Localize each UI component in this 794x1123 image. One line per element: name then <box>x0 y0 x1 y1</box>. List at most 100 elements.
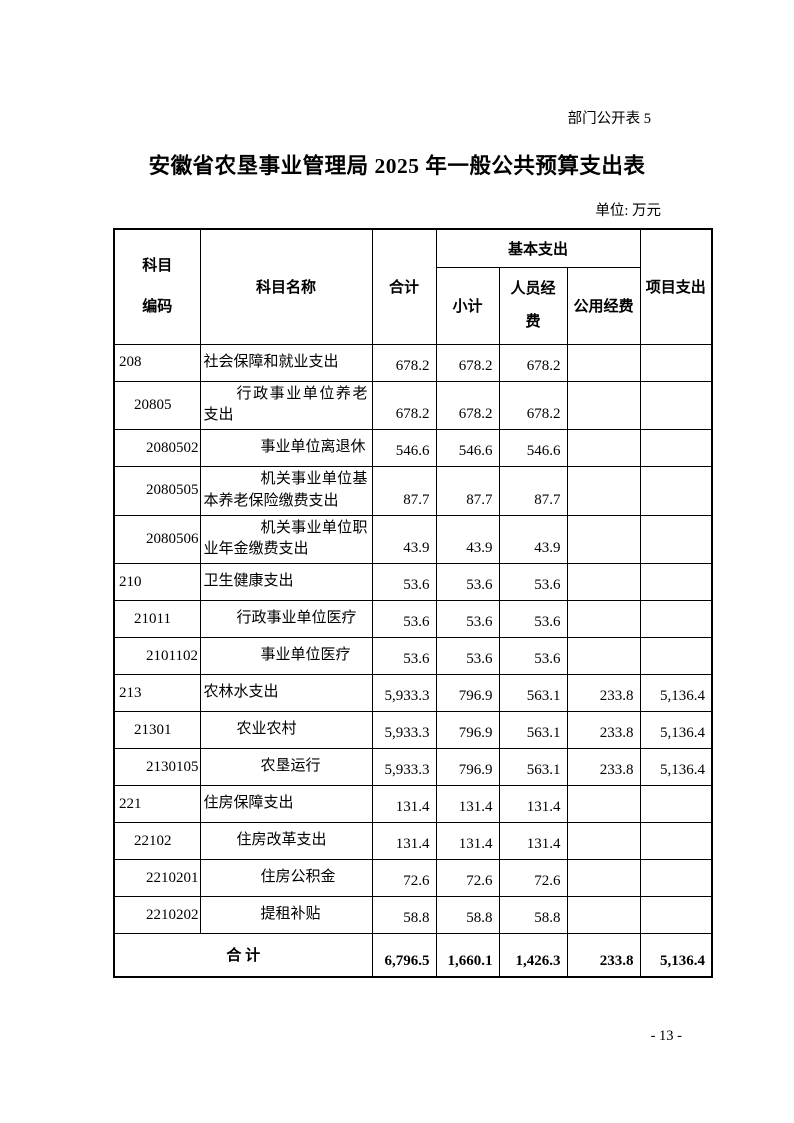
subject-name: 住房保障支出 <box>199 785 373 823</box>
total-cell: 53.6 <box>371 600 437 638</box>
total-cell: 53.6 <box>371 637 437 675</box>
corner-note: 部门公开表 5 <box>567 111 651 127</box>
subject-code: 208 <box>113 343 201 382</box>
total-cell: 546.6 <box>371 429 437 467</box>
public-cell: 233.8 <box>566 748 641 786</box>
project-cell <box>639 514 713 564</box>
table-row: 2210201 住房公积金 72.6 72.6 72.6 <box>113 859 713 897</box>
header-subject-name: 科目名称 <box>199 228 373 345</box>
subtotal-cell: 1,660.1 <box>435 933 500 977</box>
personnel-cell: 1,426.3 <box>498 933 568 977</box>
header-subtotal: 小计 <box>435 266 500 345</box>
personnel-cell: 131.4 <box>498 822 568 860</box>
project-cell <box>639 429 713 467</box>
personnel-cell: 678.2 <box>498 380 568 430</box>
project-cell <box>639 380 713 430</box>
total-cell: 5,933.3 <box>371 711 437 749</box>
personnel-cell: 72.6 <box>498 859 568 897</box>
subject-code: 2101102 <box>113 637 201 675</box>
page-title: 安徽省农垦事业管理局 2025 年一般公共预算支出表 <box>148 154 646 178</box>
table-row: 20805 行政事业单位养老支出 678.2 678.2 678.2 <box>113 380 713 430</box>
page-number: - 13 - <box>650 1028 682 1044</box>
subject-name: 行政事业单位养老支出 <box>199 380 373 430</box>
header-row-2: 小计 人员经费 公用经费 <box>114 266 712 345</box>
public-cell <box>566 637 641 675</box>
public-cell <box>566 785 641 823</box>
table-row: 213 农林水支出 5,933.3 796.9 563.1 233.8 5,13… <box>113 674 713 712</box>
total-cell: 131.4 <box>371 785 437 823</box>
table-row: 2210202 提租补贴 58.8 58.8 58.8 <box>113 896 713 934</box>
project-cell <box>639 343 713 382</box>
header-row-1: 科目 编码 科目名称 合计 基本支出 项目支出 <box>113 228 713 345</box>
budget-table: 科目 编码 科目名称 合计 基本支出 项目支出 小计 人员经费 公用经费 208… <box>113 228 714 978</box>
project-cell: 5,136.4 <box>639 711 713 749</box>
personnel-cell: 678.2 <box>498 343 568 382</box>
personnel-cell: 87.7 <box>498 466 568 516</box>
subject-name: 农垦运行 <box>199 748 373 786</box>
header-subject-code: 科目 编码 <box>113 228 201 345</box>
public-cell <box>566 466 641 516</box>
table-row: 2080505 机关事业单位基本养老保险缴费支出 87.7 87.7 87.7 <box>113 466 713 516</box>
subject-code: 21011 <box>113 600 201 638</box>
table-row: 210 卫生健康支出 53.6 53.6 53.6 <box>113 563 713 601</box>
subject-name: 农林水支出 <box>199 674 373 712</box>
subtotal-cell: 678.2 <box>435 343 500 382</box>
subject-code: 20805 <box>113 380 201 430</box>
project-cell <box>639 600 713 638</box>
subtotal-cell: 546.6 <box>435 429 500 467</box>
personnel-cell: 563.1 <box>498 711 568 749</box>
table-row: 208 社会保障和就业支出 678.2 678.2 678.2 <box>113 343 713 382</box>
subject-name: 社会保障和就业支出 <box>199 343 373 382</box>
header-basic-expenditure: 基本支出 <box>435 228 641 268</box>
subtotal-cell: 796.9 <box>435 748 500 786</box>
subtotal-cell: 87.7 <box>435 466 500 516</box>
public-cell <box>566 822 641 860</box>
total-cell: 5,933.3 <box>371 748 437 786</box>
personnel-cell: 58.8 <box>498 896 568 934</box>
header-personnel-funds-text: 人员经费 <box>510 280 556 330</box>
subject-name: 行政事业单位医疗 <box>199 600 373 638</box>
public-cell <box>566 343 641 382</box>
subject-name: 机关事业单位职业年金缴费支出 <box>199 514 373 564</box>
subject-name: 住房改革支出 <box>199 822 373 860</box>
project-cell: 5,136.4 <box>639 674 713 712</box>
project-cell <box>639 785 713 823</box>
personnel-cell: 563.1 <box>498 674 568 712</box>
total-cell: 5,933.3 <box>371 674 437 712</box>
header-total: 合计 <box>371 228 437 345</box>
subject-code: 221 <box>113 785 201 823</box>
total-cell: 131.4 <box>371 822 437 860</box>
subject-name: 农业农村 <box>199 711 373 749</box>
table-row: 221 住房保障支出 131.4 131.4 131.4 <box>113 785 713 823</box>
project-cell <box>639 859 713 897</box>
project-cell <box>639 466 713 516</box>
header-public-funds: 公用经费 <box>566 266 641 345</box>
subtotal-cell: 53.6 <box>435 637 500 675</box>
personnel-cell: 53.6 <box>498 563 568 601</box>
subject-name: 住房公积金 <box>199 859 373 897</box>
public-cell <box>566 380 641 430</box>
subject-code: 2080502 <box>113 429 201 467</box>
public-cell: 233.8 <box>566 711 641 749</box>
public-cell <box>566 514 641 564</box>
public-cell: 233.8 <box>566 674 641 712</box>
project-cell <box>639 896 713 934</box>
header-project-expenditure: 项目支出 <box>639 228 713 345</box>
total-cell: 678.2 <box>371 380 437 430</box>
personnel-cell: 43.9 <box>498 514 568 564</box>
project-cell <box>639 563 713 601</box>
subject-code: 2080505 <box>113 466 201 516</box>
public-cell <box>566 429 641 467</box>
subject-code: 2080506 <box>113 514 201 564</box>
personnel-cell: 53.6 <box>498 637 568 675</box>
subject-code: 210 <box>113 563 201 601</box>
subject-code: 213 <box>113 674 201 712</box>
subtotal-cell: 72.6 <box>435 859 500 897</box>
subtotal-cell: 53.6 <box>435 563 500 601</box>
public-cell: 233.8 <box>566 933 641 977</box>
public-cell <box>566 859 641 897</box>
table-row: 21011 行政事业单位医疗 53.6 53.6 53.6 <box>113 600 713 638</box>
table-row: 2130105 农垦运行 5,933.3 796.9 563.1 233.8 5… <box>113 748 713 786</box>
personnel-cell: 546.6 <box>498 429 568 467</box>
subject-code: 21301 <box>113 711 201 749</box>
